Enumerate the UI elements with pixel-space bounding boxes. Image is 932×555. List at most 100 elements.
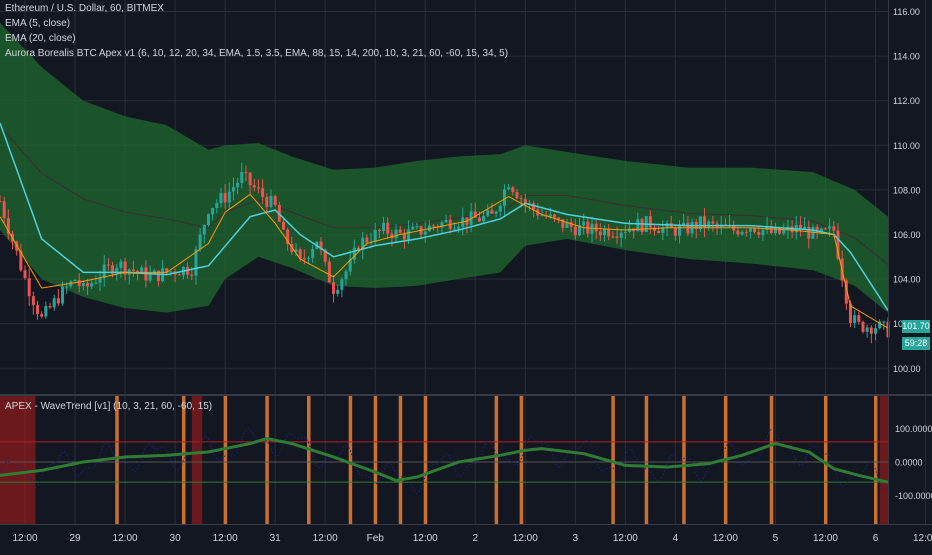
candle [411,222,415,231]
osc-axis-label: 0.0000 [895,458,923,468]
osc-axis-label: 100.0000 [895,424,932,434]
candle [94,275,98,285]
price-axis-label: 104.00 [893,275,921,285]
candle [332,274,336,303]
candle-body [423,231,427,235]
candle-body [252,185,256,188]
symbol-legend[interactable]: Ethereum / U.S. Dollar, 60, BITMEX [5,3,164,14]
wavetrend-fast-dotted-line [0,427,889,495]
candle [598,223,602,241]
time-axis-label: 3 [573,533,579,544]
candle [511,185,515,196]
osc-axis-label: -100.0000 [895,491,932,501]
candle [52,294,56,311]
candle-body [640,219,644,232]
candle-body [494,211,498,214]
candle-body [56,298,60,304]
candle [703,208,707,238]
candle-body [65,286,69,288]
candle-body [402,232,406,240]
candle [344,269,348,286]
candle-body [523,199,527,204]
candle-body [0,201,2,203]
candle-body [661,227,665,234]
osc-signal-bar [873,396,878,524]
last-price-label: 101.70 [902,320,930,333]
candle [31,291,35,315]
candle-body [373,229,377,243]
candle-body [673,227,677,236]
candle [611,231,615,239]
candle-body [498,205,502,212]
candle [640,217,644,235]
price-axis-label: 116.00 [893,7,920,17]
candle-body [390,233,394,239]
candle-body [136,270,140,273]
candle [803,217,807,230]
time-axis-label: 12:00 [713,533,738,544]
candle [261,179,265,205]
candle-body [440,222,444,228]
time-axis-label: 4 [673,533,679,544]
candle [765,216,769,234]
candle-body [848,303,852,323]
candle [131,260,135,277]
osc-signal-bar [611,396,615,524]
candle-body [119,261,123,268]
osc-signal-bar [423,396,428,524]
candle-body [240,172,244,183]
price-axis-label: 108.00 [893,185,921,195]
candle [106,258,110,271]
candle-body [340,279,344,290]
candle-body [31,296,35,306]
candle [423,221,427,243]
candle [248,172,252,196]
candle-body [81,283,85,287]
ema-lines [0,122,889,329]
candle-body [244,172,248,174]
candle-body [27,278,31,297]
candle [252,178,256,192]
wavetrend-legend[interactable]: APEX - WaveTrend [v1] (10, 3, 21, 60, -6… [5,401,213,412]
candle-body [577,225,581,236]
candle [102,255,106,287]
candle [798,216,802,237]
candle [498,203,502,217]
time-axis-label: 2 [472,533,478,544]
candle-body [319,241,323,250]
candle [711,215,715,232]
candle-body [773,228,777,233]
candle [44,301,48,319]
candle-body [94,282,98,284]
candle [494,210,498,218]
candle-body [223,193,227,203]
wavetrend-pane [0,396,889,524]
candle [507,183,511,191]
candle-body [248,172,252,186]
candle-body [502,189,506,206]
candle-body [307,257,311,259]
candle-body [206,214,210,225]
osc-red-zone [0,396,36,524]
candle [657,226,661,234]
price-axis-label: 106.00 [893,230,921,240]
candle-body [407,229,411,240]
osc-signal-bar [644,396,649,524]
candle [236,177,240,195]
aurora-indicator-legend[interactable]: Aurora Borealis BTC Apex v1 (6, 10, 12, … [5,48,509,59]
candle-body [432,225,436,227]
candle-body [861,321,865,332]
candle-body [515,192,519,199]
candle-body [782,230,786,234]
candle [223,184,227,210]
aurora-band [0,22,889,313]
time-axis-label: 12:00 [413,533,438,544]
candle-body [332,282,336,294]
candle-body [256,187,260,189]
ema-fast-legend[interactable]: EMA (5, close) [5,18,71,29]
candle [140,264,144,273]
ema-slow-legend[interactable]: EMA (20, close) [5,33,76,44]
candle [61,281,65,306]
